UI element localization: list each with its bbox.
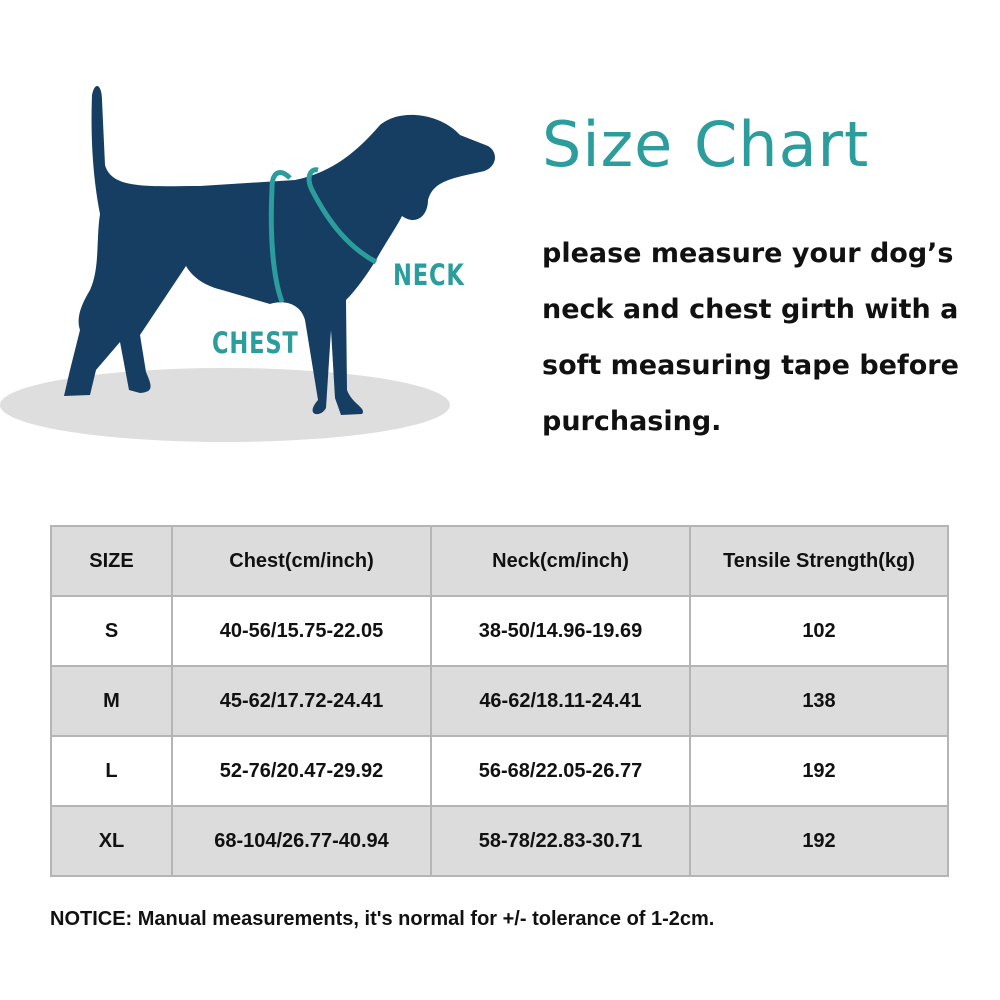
- cell-strength: 102: [689, 595, 949, 667]
- size-table: SIZE Chest(cm/inch) Neck(cm/inch) Tensil…: [50, 525, 949, 877]
- cell-neck: 46-62/18.11-24.41: [430, 665, 691, 737]
- measure-instructions: please measure your dog’s neck and chest…: [542, 226, 992, 450]
- dog-silhouette: [64, 85, 495, 415]
- cell-strength: 192: [689, 805, 949, 877]
- chest-label: CHEST: [212, 326, 299, 360]
- table-row: XL 68-104/26.77-40.94 58-78/22.83-30.71 …: [50, 805, 949, 877]
- header-neck: Neck(cm/inch): [430, 525, 691, 597]
- neck-label: NECK: [393, 258, 465, 292]
- cell-chest: 40-56/15.75-22.05: [171, 595, 432, 667]
- cell-strength: 138: [689, 665, 949, 737]
- cell-neck: 38-50/14.96-19.69: [430, 595, 691, 667]
- neck-measure-loop: [306, 167, 378, 265]
- header-chest: Chest(cm/inch): [171, 525, 432, 597]
- dog-measurement-illustration: [0, 85, 495, 442]
- ground-shadow: [0, 368, 450, 442]
- instruction-line: please measure your dog’s: [542, 238, 954, 269]
- table-row: M 45-62/17.72-24.41 46-62/18.11-24.41 13…: [50, 665, 949, 737]
- cell-neck: 58-78/22.83-30.71: [430, 805, 691, 877]
- cell-neck: 56-68/22.05-26.77: [430, 735, 691, 807]
- cell-size: L: [50, 735, 173, 807]
- table-row: S 40-56/15.75-22.05 38-50/14.96-19.69 10…: [50, 595, 949, 667]
- instruction-line: soft measuring tape before: [542, 350, 959, 381]
- cell-chest: 68-104/26.77-40.94: [171, 805, 432, 877]
- cell-size: M: [50, 665, 173, 737]
- instruction-line: purchasing.: [542, 406, 722, 437]
- table-header-row: SIZE Chest(cm/inch) Neck(cm/inch) Tensil…: [50, 525, 949, 597]
- page-title: Size Chart: [542, 108, 870, 181]
- chest-measure-loop: [268, 170, 292, 303]
- header-size: SIZE: [50, 525, 173, 597]
- cell-strength: 192: [689, 735, 949, 807]
- cell-size: S: [50, 595, 173, 667]
- table-row: L 52-76/20.47-29.92 56-68/22.05-26.77 19…: [50, 735, 949, 807]
- cell-size: XL: [50, 805, 173, 877]
- notice-text: NOTICE: Manual measurements, it's normal…: [50, 908, 715, 930]
- instruction-line: neck and chest girth with a: [542, 294, 959, 325]
- cell-chest: 45-62/17.72-24.41: [171, 665, 432, 737]
- cell-chest: 52-76/20.47-29.92: [171, 735, 432, 807]
- header-tensile-strength: Tensile Strength(kg): [689, 525, 949, 597]
